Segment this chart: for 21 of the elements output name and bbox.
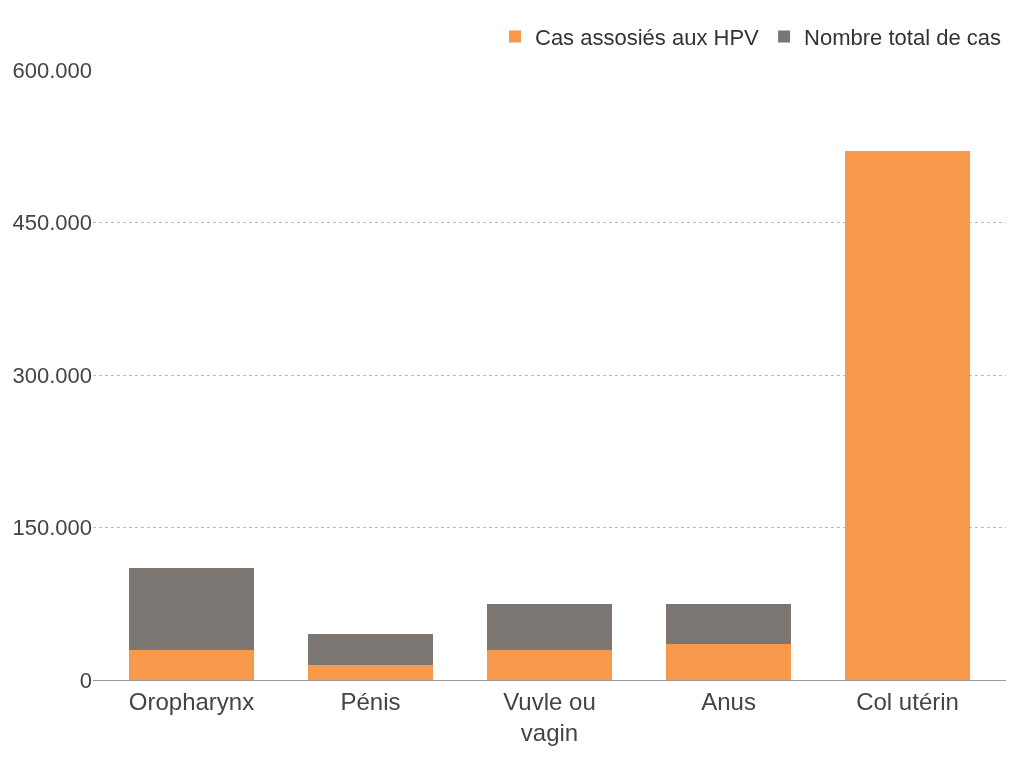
x-tick-label: Oropharynx	[128, 687, 255, 715]
bar	[486, 603, 613, 650]
y-tick-label: 450.000	[12, 210, 92, 236]
bar	[665, 644, 792, 680]
x-tick-label: Vuvle ou vagin	[503, 687, 596, 746]
legend-label: Nombre total de cas	[804, 25, 1001, 51]
bar	[665, 603, 792, 645]
y-tick-label: 600.000	[12, 57, 92, 83]
legend-label: Cas assosiés aux HPV	[535, 25, 760, 51]
x-tick-label: Anus	[701, 687, 756, 715]
bar	[128, 568, 255, 650]
bar	[307, 634, 434, 665]
y-tick-label: 150.000	[12, 515, 92, 541]
bar	[307, 664, 434, 680]
y-tick-label: 0	[79, 667, 92, 693]
x-tick-label: Pénis	[340, 687, 401, 715]
y-tick-label: 300.000	[12, 362, 92, 388]
x-tick-label: Col utérin	[856, 687, 959, 715]
bar	[128, 649, 255, 680]
bar	[486, 649, 613, 680]
bar	[844, 151, 971, 680]
